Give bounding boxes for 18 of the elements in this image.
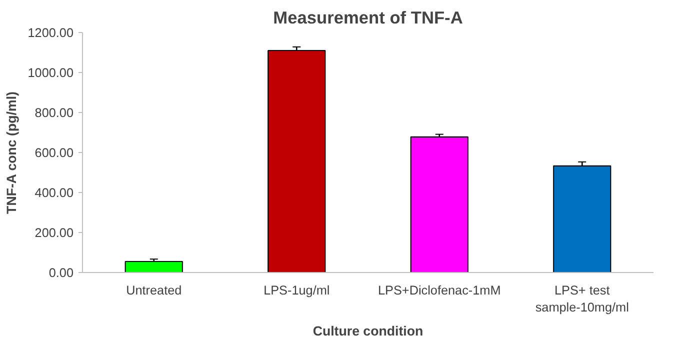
chart-title: Measurement of TNF-A	[273, 8, 464, 28]
x-tick-label: LPS+Diclofenac-1mM	[378, 284, 501, 298]
y-tick-label: 800.00	[34, 106, 74, 120]
y-tick-label: 1000.00	[28, 66, 74, 80]
y-tick-label: 400.00	[34, 186, 74, 200]
x-tick-label: LPS-1ug/ml	[264, 284, 330, 298]
x-tick-label: Untreated	[126, 284, 182, 298]
y-tick-label: 1200.00	[28, 26, 74, 40]
y-tick-label: 200.00	[34, 226, 74, 240]
x-axis-title: Culture condition	[312, 323, 424, 338]
bar	[553, 165, 612, 272]
y-tick-label: 600.00	[34, 146, 74, 160]
bar	[268, 50, 326, 272]
y-axis-title: TNF-A conc (pg/ml)	[4, 92, 19, 214]
x-tick-label: LPS+ test sample-10mg/ml	[535, 284, 629, 314]
y-tick-label: 0.00	[48, 266, 74, 280]
bar	[124, 261, 183, 272]
bar	[410, 136, 468, 272]
